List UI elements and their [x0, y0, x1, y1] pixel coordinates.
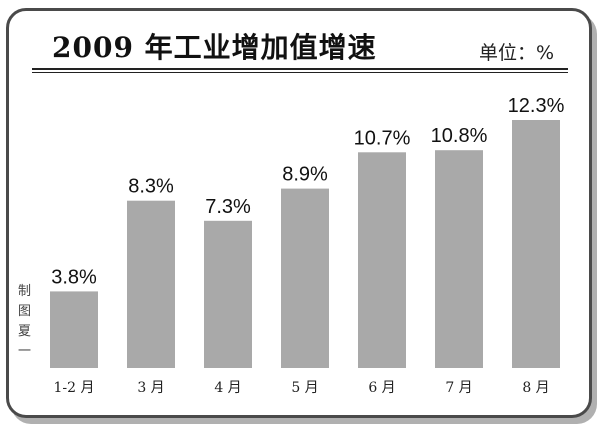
- value-label: 10.8%: [431, 125, 488, 147]
- bar-6: [435, 150, 483, 368]
- unit-label: 单位：%: [478, 42, 554, 64]
- x-tick-label: 3 月: [137, 380, 164, 396]
- value-label: 7.3%: [205, 196, 251, 218]
- x-tick-label: 4 月: [214, 380, 241, 396]
- bar-1: [50, 291, 98, 368]
- x-tick-label: 6 月: [368, 380, 395, 396]
- value-label: 8.9%: [282, 164, 328, 186]
- value-label: 3.8%: [51, 266, 97, 288]
- value-label: 8.3%: [128, 176, 174, 198]
- bar-2: [127, 200, 175, 368]
- credit-label: 制图 夏一: [18, 284, 32, 359]
- x-tick-label: 1-2 月: [54, 380, 95, 396]
- bar-5: [358, 152, 406, 368]
- title-rule: [32, 68, 568, 70]
- title-rule-thin: [32, 72, 568, 73]
- x-tick-label: 5 月: [291, 380, 318, 396]
- bar-7: [512, 120, 560, 368]
- value-label: 10.7%: [354, 127, 411, 149]
- chart-title: 2009 年工业增加值增速: [52, 31, 377, 64]
- bar-4: [281, 188, 329, 368]
- x-tick-label: 8 月: [522, 380, 549, 396]
- x-tick-label: 7 月: [445, 380, 472, 396]
- bar-3: [204, 220, 252, 368]
- value-label: 12.3%: [508, 95, 565, 117]
